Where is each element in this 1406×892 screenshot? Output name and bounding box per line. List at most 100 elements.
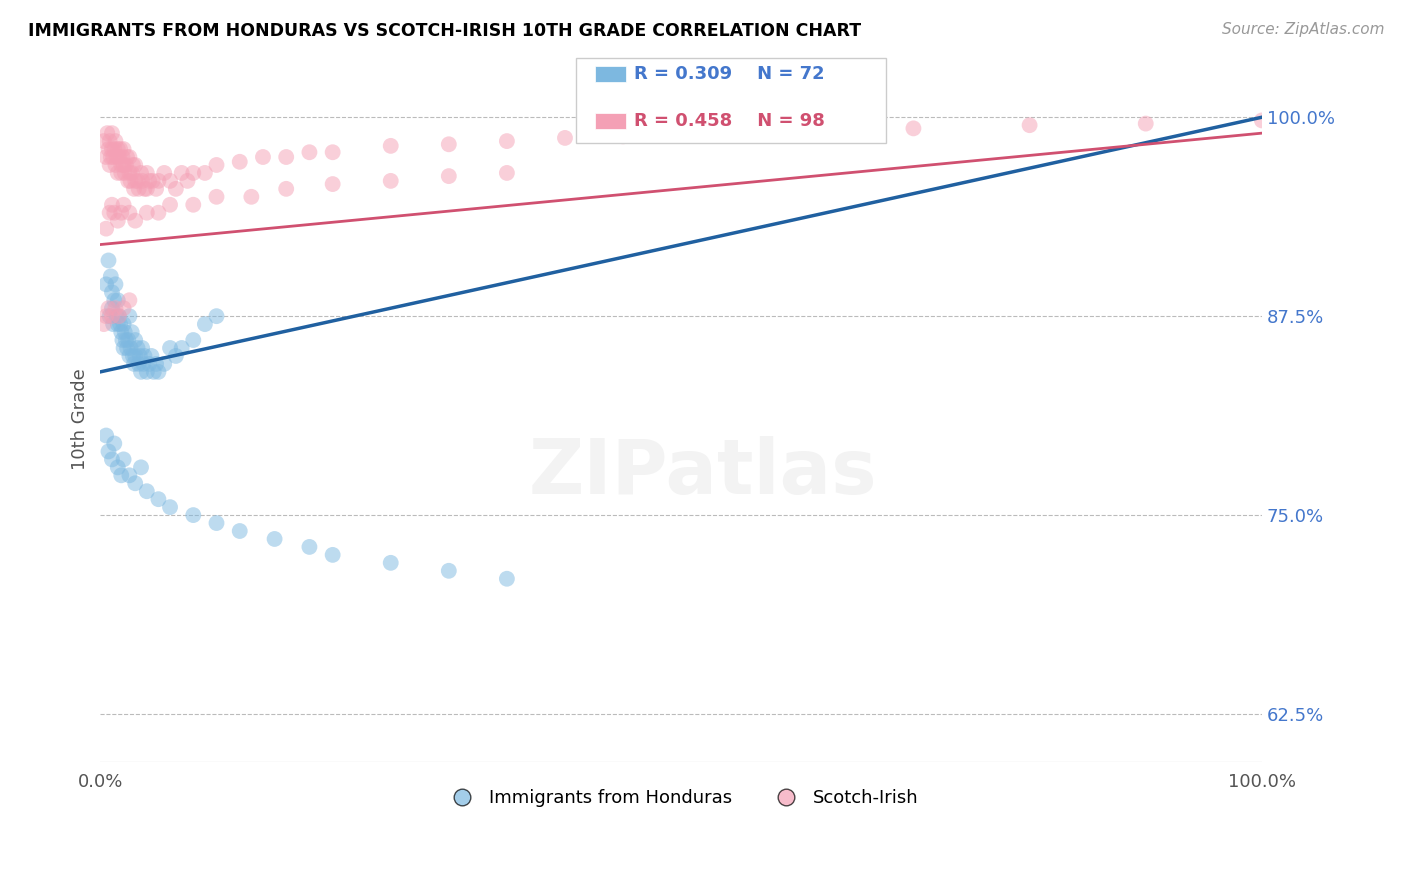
Point	[263, 532, 285, 546]
Point	[104, 134, 127, 148]
Point	[103, 293, 125, 308]
Point	[103, 142, 125, 156]
Point	[105, 309, 128, 323]
Point	[669, 126, 692, 140]
Point	[101, 285, 124, 300]
Point	[170, 341, 193, 355]
Point	[138, 174, 160, 188]
Text: IMMIGRANTS FROM HONDURAS VS SCOTCH-IRISH 10TH GRADE CORRELATION CHART: IMMIGRANTS FROM HONDURAS VS SCOTCH-IRISH…	[28, 22, 862, 40]
Point	[159, 198, 181, 212]
Point	[554, 131, 576, 145]
Point	[98, 309, 121, 323]
Point	[101, 126, 124, 140]
Point	[135, 166, 157, 180]
Point	[131, 341, 153, 355]
Point	[124, 333, 146, 347]
Point	[322, 548, 344, 562]
Point	[135, 182, 157, 196]
Point	[112, 142, 135, 156]
Point	[96, 150, 118, 164]
Point	[96, 221, 118, 235]
Point	[148, 205, 170, 219]
Point	[153, 357, 176, 371]
Point	[112, 317, 135, 331]
Point	[96, 126, 118, 140]
Point	[141, 349, 163, 363]
Point	[118, 293, 141, 308]
Point	[110, 158, 132, 172]
Point	[101, 301, 124, 316]
Point	[110, 166, 132, 180]
Point	[112, 341, 135, 355]
Point	[108, 317, 131, 331]
Point	[107, 213, 129, 227]
Point	[437, 137, 460, 152]
Point	[437, 169, 460, 183]
Point	[170, 166, 193, 180]
Point	[93, 134, 115, 148]
Point	[108, 309, 131, 323]
Point	[96, 277, 118, 292]
Point	[194, 317, 217, 331]
Point	[786, 123, 808, 137]
Point	[298, 540, 321, 554]
Point	[194, 166, 217, 180]
Point	[118, 150, 141, 164]
Point	[122, 158, 145, 172]
Point	[121, 325, 143, 339]
Point	[437, 564, 460, 578]
Text: R = 0.458    N = 98: R = 0.458 N = 98	[634, 112, 825, 130]
Point	[115, 158, 138, 172]
Point	[103, 205, 125, 219]
Point	[101, 150, 124, 164]
Point	[134, 349, 156, 363]
Point	[121, 166, 143, 180]
Point	[104, 277, 127, 292]
Point	[145, 357, 167, 371]
Point	[380, 174, 402, 188]
Point	[148, 492, 170, 507]
Point	[108, 309, 131, 323]
Point	[159, 500, 181, 515]
Point	[101, 198, 124, 212]
Point	[97, 301, 120, 316]
Point	[115, 150, 138, 164]
Point	[135, 205, 157, 219]
Point	[205, 516, 228, 530]
Point	[98, 134, 121, 148]
Point	[145, 182, 167, 196]
Point	[111, 150, 134, 164]
Point	[97, 142, 120, 156]
Point	[93, 317, 115, 331]
Point	[159, 341, 181, 355]
Point	[132, 357, 155, 371]
Point	[380, 139, 402, 153]
Point	[298, 145, 321, 160]
Point	[103, 436, 125, 450]
Point	[159, 174, 181, 188]
Point	[114, 166, 136, 180]
Point	[107, 293, 129, 308]
Point	[127, 174, 149, 188]
Text: ZIPatlas: ZIPatlas	[529, 436, 877, 509]
Point	[181, 508, 204, 522]
Point	[276, 182, 298, 196]
Point	[165, 182, 187, 196]
Point	[115, 333, 138, 347]
Point	[138, 357, 160, 371]
Point	[115, 341, 138, 355]
Point	[97, 253, 120, 268]
Point	[176, 174, 198, 188]
Point	[110, 325, 132, 339]
Point	[107, 142, 129, 156]
Point	[128, 357, 150, 371]
Point	[101, 317, 124, 331]
Point	[122, 182, 145, 196]
Point	[118, 205, 141, 219]
Point	[108, 150, 131, 164]
Point	[118, 166, 141, 180]
Text: Source: ZipAtlas.com: Source: ZipAtlas.com	[1222, 22, 1385, 37]
Point	[322, 177, 344, 191]
Point	[112, 158, 135, 172]
Point	[127, 341, 149, 355]
